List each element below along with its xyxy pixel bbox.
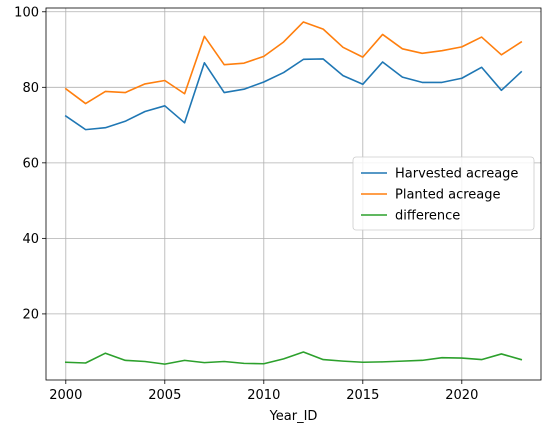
y-tick-label: 40 <box>22 232 39 247</box>
plot-frame <box>45 7 542 381</box>
series-line-3 <box>64 351 523 365</box>
x-tick-label: 2000 <box>49 388 82 403</box>
y-tick-label: 80 <box>22 81 39 96</box>
x-tick-label: 2020 <box>445 388 478 403</box>
grid <box>46 8 541 380</box>
legend-label-2: Planted acreage <box>395 188 501 203</box>
legend-label-1: Harvested acreage <box>395 167 518 182</box>
y-tick-label: 60 <box>22 156 39 171</box>
x-tick-label: 2005 <box>148 388 181 403</box>
x-tick-label: 2015 <box>346 388 379 403</box>
legend-label-3: difference <box>395 209 460 224</box>
y-tick-label: 20 <box>22 307 39 322</box>
x-axis-label: Year_ID <box>269 409 318 424</box>
y-tick-label: 100 <box>14 5 39 20</box>
series-line-1 <box>64 58 523 131</box>
x-tick-label: 2010 <box>247 388 280 403</box>
series-line-2 <box>64 21 523 105</box>
legend: Harvested acreage Planted acreage differen… <box>352 156 535 231</box>
series-group <box>64 21 523 365</box>
legend-box <box>352 156 535 231</box>
